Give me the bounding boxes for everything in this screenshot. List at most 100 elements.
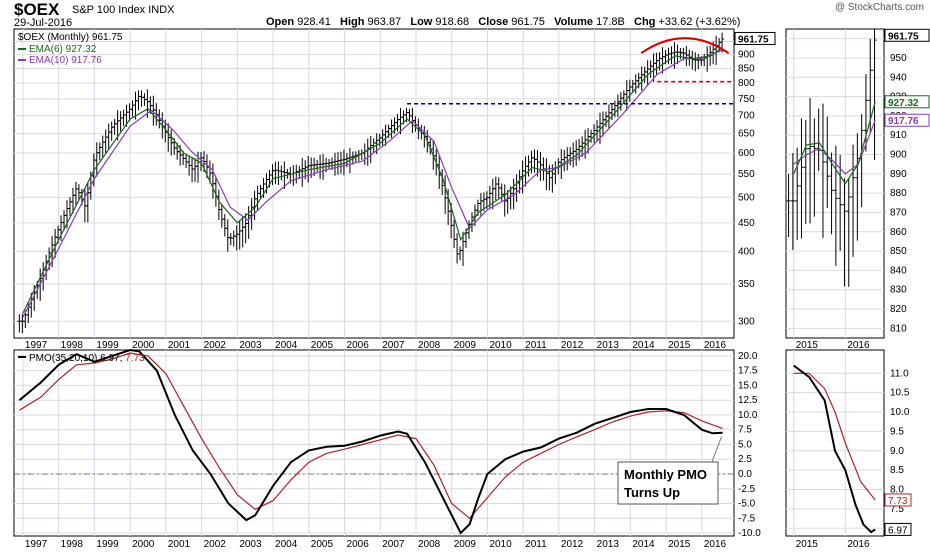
detail-signal-value: 7.73 xyxy=(888,496,908,507)
x-tick-label-pmo: 2013 xyxy=(597,539,620,550)
x-tick-label-main: 2014 xyxy=(632,340,655,351)
last-price-box xyxy=(734,31,776,45)
open-value: 928.41 xyxy=(297,16,331,28)
y-tick-label-detail: 890 xyxy=(890,169,907,180)
y-tick-label-pmo: 20.0 xyxy=(738,351,758,362)
x-tick-label-main: 2000 xyxy=(132,340,155,351)
chart-date: 29-Jul-2016 xyxy=(14,17,73,29)
price-bars xyxy=(17,32,734,334)
detail-price-panel xyxy=(785,28,885,339)
x-tick-label-pmo: 1999 xyxy=(96,539,119,550)
y-tick-label-pmo: -10.0 xyxy=(738,528,761,539)
x-tick-label-pmo: 2003 xyxy=(239,539,262,550)
detail-signal-value-box xyxy=(884,493,912,507)
x-tick-label-detail-pmo: 2016 xyxy=(847,539,870,550)
x-tick-label-main: 2013 xyxy=(597,340,620,351)
x-tick-label-detail-pmo: 2015 xyxy=(796,539,819,550)
detail-last-price-box xyxy=(884,28,930,42)
y-tick-label-pmo: 0.0 xyxy=(738,469,752,480)
x-tick-label-pmo: 2012 xyxy=(561,539,584,550)
x-tick-label-main: 2009 xyxy=(454,340,477,351)
ticker-name: S&P 100 Index INDX xyxy=(72,4,175,16)
y-tick-label-detail: 880 xyxy=(890,188,907,199)
legend-pmo: PMO(35,20,10) 6.97, 7.73 xyxy=(29,353,145,364)
detail-ema6-value: 927.32 xyxy=(888,98,919,109)
x-tick-label-pmo: 2011 xyxy=(525,539,547,550)
y-tick-label-pmo: 7.5 xyxy=(738,425,752,436)
detail-price-bars xyxy=(786,29,877,287)
y-tick-label-detail: 900 xyxy=(890,150,907,161)
detail-pmo-value-box xyxy=(884,522,912,536)
brand-watermark: @ StockCharts.com xyxy=(834,2,924,13)
y-tick-label-detail: 830 xyxy=(890,285,907,296)
chg-value: +33.62 (+3.62%) xyxy=(658,16,741,28)
x-tick-label-main: 2004 xyxy=(275,340,298,351)
pmo-panel xyxy=(13,349,735,537)
x-tick-label-main: 2001 xyxy=(168,340,191,351)
x-tick-label-pmo: 2009 xyxy=(454,539,477,550)
y-tick-label-pmo: 10.0 xyxy=(738,410,758,421)
x-tick-label-main: 2016 xyxy=(704,340,727,351)
x-tick-label-pmo: 2005 xyxy=(311,539,334,550)
y-tick-label-main: 600 xyxy=(738,148,755,159)
detail-pmo-signal-line xyxy=(793,372,876,501)
x-tick-label-pmo: 2010 xyxy=(489,539,512,550)
x-tick-label-main: 1999 xyxy=(96,340,119,351)
annotation-pointer xyxy=(711,436,722,463)
y-tick-label-detail: 820 xyxy=(890,304,907,315)
detail-pmo-panel xyxy=(785,349,885,537)
annotation-box xyxy=(617,461,719,505)
y-tick-label-main: 350 xyxy=(738,279,755,290)
x-tick-label-pmo: 2014 xyxy=(632,539,655,550)
y-tick-label-detail-pmo: 7.5 xyxy=(890,504,904,515)
y-tick-label-detail-pmo: 10.0 xyxy=(890,407,910,418)
legend-ema10: EMA(10) 917.76 xyxy=(29,55,102,66)
x-tick-label-pmo: 2006 xyxy=(347,539,370,550)
x-tick-label-pmo: 2016 xyxy=(704,539,727,550)
legend-price: $OEX (Monthly) 961.75 xyxy=(18,32,123,43)
x-tick-label-pmo: 2000 xyxy=(132,539,155,550)
rounded-top-arc xyxy=(640,37,730,55)
y-tick-label-detail-pmo: 9.0 xyxy=(890,446,904,457)
y-tick-label-pmo: 15.0 xyxy=(738,380,758,391)
annotation-line1: Monthly PMO xyxy=(624,467,707,482)
x-tick-label-main: 2012 xyxy=(561,340,584,351)
high-label: High xyxy=(340,16,365,28)
x-tick-label-pmo: 1997 xyxy=(25,539,48,550)
detail-pmo-value: 6.97 xyxy=(888,525,908,536)
x-tick-label-pmo: 2004 xyxy=(275,539,298,550)
y-tick-label-main: 900 xyxy=(738,50,755,61)
x-tick-label-main: 1997 xyxy=(25,340,48,351)
x-tick-label-main: 2011 xyxy=(525,340,547,351)
x-tick-label-pmo: 2008 xyxy=(418,539,441,550)
legend-ema6: EMA(6) 927.32 xyxy=(29,44,97,55)
low-value: 918.68 xyxy=(435,16,470,28)
y-tick-label-main: 700 xyxy=(738,111,755,122)
y-tick-label-main: 300 xyxy=(738,316,755,327)
x-tick-label-main: 2003 xyxy=(239,340,262,351)
y-tick-label-detail: 950 xyxy=(890,53,907,64)
y-tick-label-main: 650 xyxy=(738,129,755,140)
detail-ema10-value: 917.76 xyxy=(888,116,919,127)
open-label: Open xyxy=(266,16,295,28)
x-tick-label-pmo: 2001 xyxy=(168,539,191,550)
x-tick-label-main: 2010 xyxy=(489,340,512,351)
y-tick-label-main: 450 xyxy=(738,218,755,229)
y-tick-label-main: 750 xyxy=(738,94,755,105)
y-tick-label-main: 800 xyxy=(738,78,755,89)
y-tick-label-pmo: -7.5 xyxy=(738,513,756,524)
y-tick-label-detail-pmo: 9.5 xyxy=(890,426,904,437)
ticker-symbol: $OEX xyxy=(14,0,60,19)
legend-pmo-signal: 7.73 xyxy=(125,353,145,364)
y-tick-label-pmo: 2.5 xyxy=(738,454,752,465)
y-tick-label-main: 550 xyxy=(738,169,755,180)
pmo-signal-line xyxy=(19,352,723,520)
main-price-panel xyxy=(13,28,735,339)
y-tick-label-main: 850 xyxy=(738,63,755,74)
y-tick-label-detail-pmo: 8.5 xyxy=(890,465,904,476)
detail-last-price: 961.75 xyxy=(888,31,919,42)
x-tick-label-main: 2007 xyxy=(382,340,405,351)
legend-pmo-name: PMO(35,20,10) 6.97, xyxy=(29,353,125,364)
y-tick-label-detail: 870 xyxy=(890,207,907,218)
